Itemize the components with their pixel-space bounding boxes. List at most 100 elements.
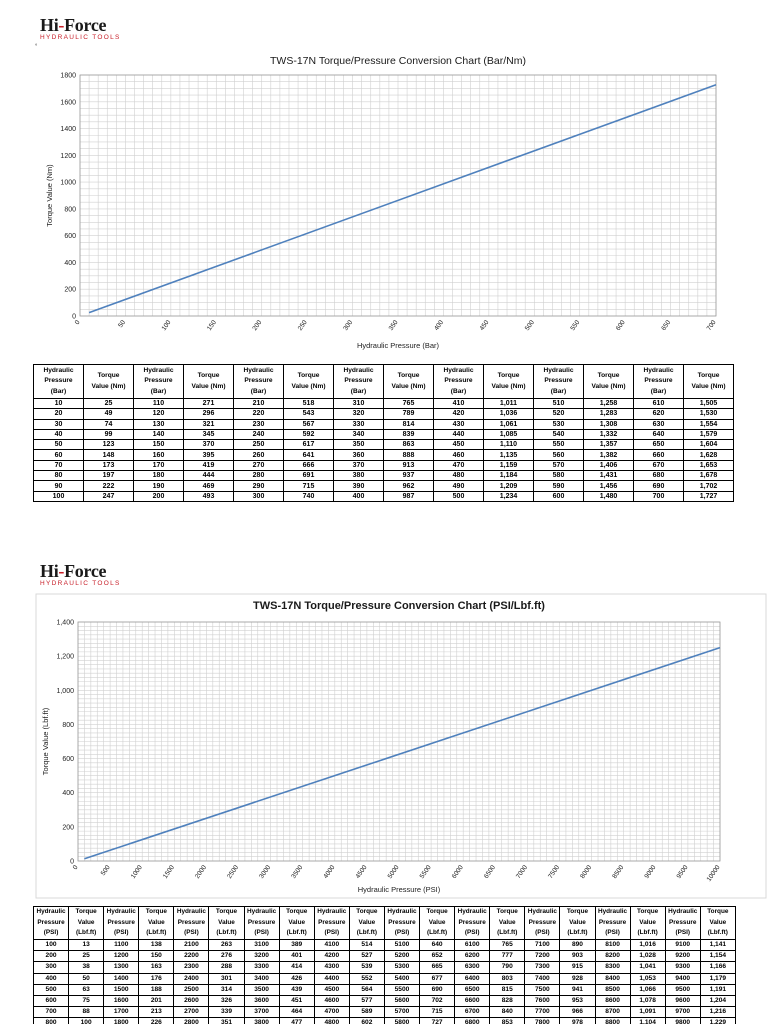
pressure-cell: 470 xyxy=(433,459,484,472)
torque-cell: 814 xyxy=(383,418,434,430)
torque-cell: 176 xyxy=(138,972,175,985)
torque-cell: 602 xyxy=(348,1017,385,1024)
torque-cell: 288 xyxy=(208,961,245,974)
torque-cell: 641 xyxy=(283,449,334,461)
pressure-header: Hydraulic Pressure (Bar) xyxy=(33,364,84,399)
header-line: Value xyxy=(147,918,165,926)
pressure-cell: 260 xyxy=(233,449,284,461)
pressure-cell: 500 xyxy=(32,983,70,996)
torque-cell: 414 xyxy=(278,961,315,974)
header-line: Torque xyxy=(75,908,97,916)
pressure-cell: 170 xyxy=(133,459,184,472)
torque-cell: 543 xyxy=(283,408,334,420)
x-tick-label: 7000 xyxy=(515,864,529,880)
torque-cell: 464 xyxy=(278,1006,315,1019)
header-line: Value xyxy=(498,918,516,926)
pressure-cell: 2500 xyxy=(173,983,210,996)
x-tick-label: 5500 xyxy=(419,864,433,880)
header-line: (PSI) xyxy=(324,929,340,937)
torque-cell: 301 xyxy=(208,972,245,985)
torque-cell: 1,258 xyxy=(583,397,634,410)
torque-header: Torque Value (Lbf.ft) xyxy=(68,906,105,940)
torque-cell: 539 xyxy=(348,961,385,974)
torque-cell: 188 xyxy=(138,983,175,996)
header-line: Hydraulic xyxy=(457,908,487,916)
torque-cell: 13 xyxy=(68,938,105,952)
torque-cell: 1,078 xyxy=(629,994,666,1008)
pressure-cell: 9500 xyxy=(664,983,701,996)
header-line: Pressure xyxy=(528,918,557,926)
torque-cell: 1,179 xyxy=(699,972,736,985)
torque-cell: 727 xyxy=(419,1017,456,1024)
pressure-cell: 300 xyxy=(233,490,284,502)
pressure-cell: 5400 xyxy=(383,972,421,985)
header-line: Torque xyxy=(397,372,420,379)
table-psi-lbfft: Hydraulic Pressure (PSI) Torque Value (Lbf.ft… xyxy=(32,906,736,1024)
header-line: Torque xyxy=(297,372,320,379)
torque-cell: 1,332 xyxy=(583,428,634,441)
y-tick-label: 1,200 xyxy=(56,654,74,661)
pressure-cell: 7200 xyxy=(524,950,561,963)
logo-wordmark: Hi-Force xyxy=(40,15,107,35)
header-line: (Bar) xyxy=(650,387,667,395)
pressure-cell: 8400 xyxy=(594,972,631,985)
header-line: (Lbf.ft) xyxy=(707,929,728,937)
pressure-cell: 240 xyxy=(233,428,284,441)
torque-cell: 1,554 xyxy=(683,418,734,430)
pressure-cell: 40 xyxy=(33,428,84,441)
pressure-header: Hydraulic Pressure (Bar) xyxy=(433,364,484,399)
header-line: (Lbf.ft) xyxy=(567,929,588,937)
pressure-cell: 9600 xyxy=(664,994,701,1008)
chart-bar-nm-svg: TWS-17N Torque/Pressure Conversion Chart… xyxy=(45,55,718,350)
torque-cell: 50 xyxy=(68,972,105,985)
torque-cell: 592 xyxy=(283,428,334,441)
pressure-cell: 8600 xyxy=(594,994,631,1008)
pressure-cell: 130 xyxy=(133,418,184,430)
pressure-cell: 70 xyxy=(33,459,84,472)
header-line: Pressure xyxy=(388,918,416,926)
pressure-cell: 570 xyxy=(533,459,584,472)
pressure-cell: 2400 xyxy=(173,972,210,985)
pressure-cell: 7300 xyxy=(524,961,561,974)
torque-cell: 1,505 xyxy=(683,397,734,410)
torque-cell: 263 xyxy=(208,938,245,952)
pressure-header: Hydraulic Pressure (Bar) xyxy=(533,364,584,399)
x-tick-label: 5000 xyxy=(387,864,401,880)
pressure-cell: 6600 xyxy=(454,994,491,1008)
x-tick-label: 2500 xyxy=(226,864,240,880)
torque-cell: 666 xyxy=(283,459,334,472)
header-line: Pressure xyxy=(37,918,65,926)
torque-cell: 1,702 xyxy=(683,480,734,492)
header-line: (PSI) xyxy=(675,929,691,937)
pressure-cell: 200 xyxy=(32,950,70,963)
pressure-cell: 250 xyxy=(233,439,284,451)
x-tick-label: 700 xyxy=(706,319,718,332)
pressure-cell: 160 xyxy=(133,449,184,461)
y-tick-label: 400 xyxy=(62,790,74,797)
torque-cell: 564 xyxy=(348,983,385,996)
pressure-cell: 4200 xyxy=(313,950,350,963)
header-line: Hydraulic xyxy=(597,908,628,916)
header-line: Value (Nm) xyxy=(391,382,426,390)
header-line: (PSI) xyxy=(254,929,269,937)
x-tick-label: 3500 xyxy=(290,864,304,880)
header-line: Pressure xyxy=(444,377,473,385)
torque-cell: 815 xyxy=(489,983,526,996)
header-line: Hydraulic xyxy=(176,908,206,916)
header-line: Value xyxy=(639,918,656,926)
torque-cell: 395 xyxy=(183,449,234,461)
header-line: Value xyxy=(709,918,727,926)
pressure-cell: 6100 xyxy=(454,938,491,952)
torque-cell: 345 xyxy=(183,428,234,441)
torque-cell: 123 xyxy=(83,439,134,451)
header-line: Torque xyxy=(496,908,518,916)
header-line: Torque xyxy=(707,908,729,916)
pressure-cell: 530 xyxy=(533,418,584,430)
pressure-cell: 410 xyxy=(433,397,484,410)
header-line: Value xyxy=(358,918,376,926)
torque-cell: 426 xyxy=(278,972,315,985)
torque-cell: 150 xyxy=(138,950,175,963)
header-line: (PSI) xyxy=(184,929,199,937)
header-line: Pressure xyxy=(669,918,697,926)
header-line: Torque xyxy=(597,372,620,379)
